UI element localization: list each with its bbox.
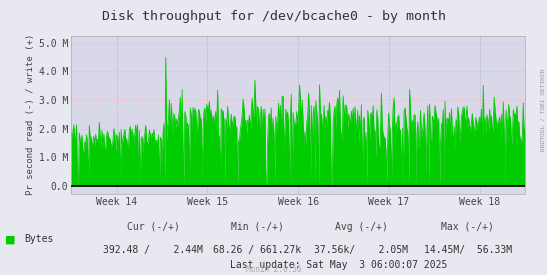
Text: Last update: Sat May  3 06:00:07 2025: Last update: Sat May 3 06:00:07 2025 bbox=[230, 260, 448, 270]
Text: Disk throughput for /dev/bcache0 - by month: Disk throughput for /dev/bcache0 - by mo… bbox=[102, 10, 445, 23]
Text: Munin 2.0.56: Munin 2.0.56 bbox=[246, 265, 301, 274]
Text: Max (-/+): Max (-/+) bbox=[441, 222, 494, 232]
Text: ■: ■ bbox=[5, 234, 16, 244]
Text: Min (-/+): Min (-/+) bbox=[231, 222, 283, 232]
Text: 392.48 /    2.44M: 392.48 / 2.44M bbox=[103, 245, 203, 255]
Text: RRDTOOL / TOBI OETIKER: RRDTOOL / TOBI OETIKER bbox=[541, 69, 546, 151]
Text: 68.26 / 661.27k: 68.26 / 661.27k bbox=[213, 245, 301, 255]
Text: Cur (-/+): Cur (-/+) bbox=[127, 222, 179, 232]
Text: 14.45M/  56.33M: 14.45M/ 56.33M bbox=[423, 245, 512, 255]
Text: Avg (-/+): Avg (-/+) bbox=[335, 222, 387, 232]
Y-axis label: Pr second read (-) / write (+): Pr second read (-) / write (+) bbox=[26, 34, 35, 196]
Text: Bytes: Bytes bbox=[25, 234, 54, 244]
Text: 37.56k/    2.05M: 37.56k/ 2.05M bbox=[314, 245, 408, 255]
